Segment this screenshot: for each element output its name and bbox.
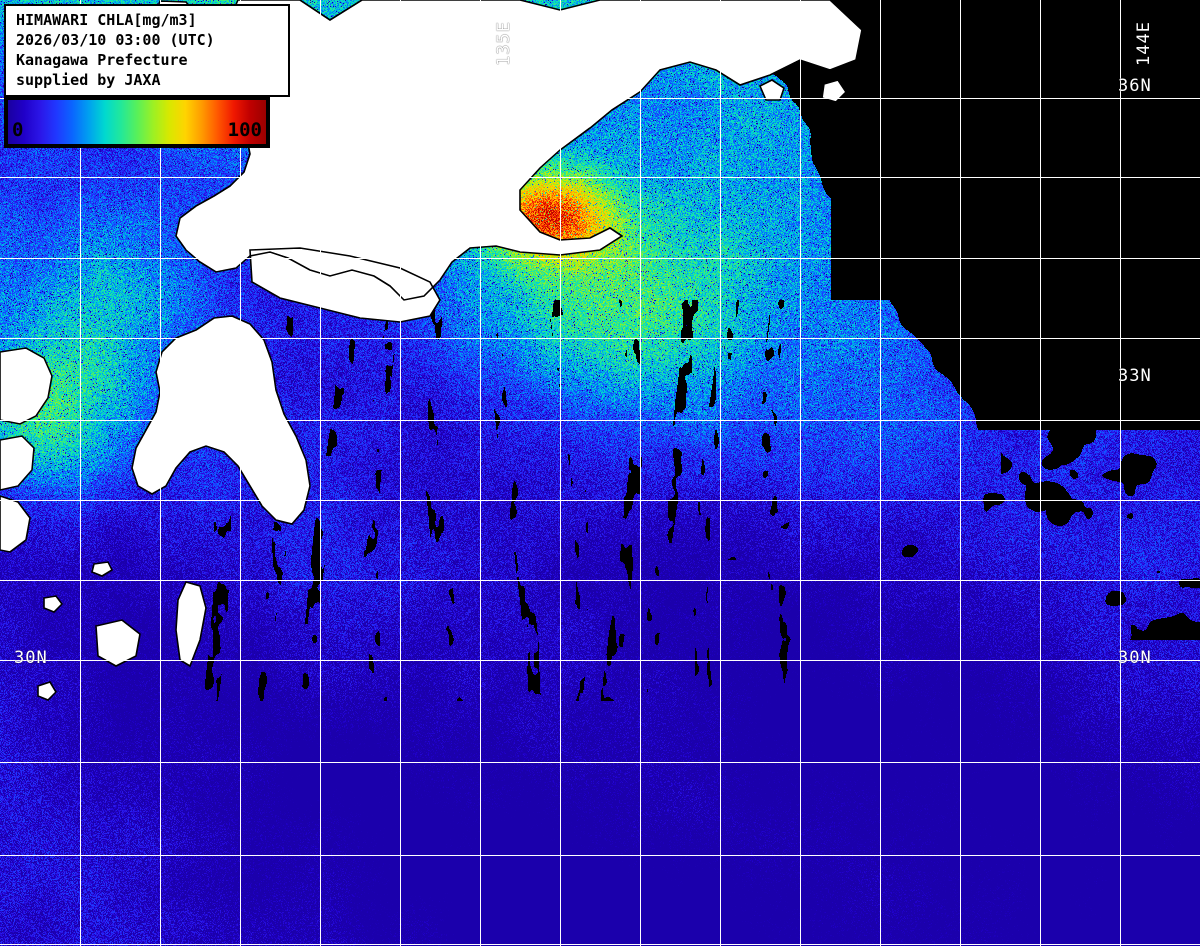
longitude-label-135E: 135E xyxy=(494,21,514,66)
latitude-label-30N: 30N xyxy=(14,648,48,668)
longitude-label-144E: 144E xyxy=(1134,21,1154,66)
title-line-product: HIMAWARI CHLA[mg/m3] xyxy=(16,11,197,29)
colorbar-max-label: 100 xyxy=(227,119,262,141)
colorbar-min-label: 0 xyxy=(12,119,24,141)
title-line-provider: supplied by JAXA xyxy=(16,71,161,89)
latitude-label-30N: 30N xyxy=(1118,648,1152,668)
colorbar-gradient xyxy=(8,100,266,144)
title-line-region: Kanagawa Prefecture xyxy=(16,51,188,69)
latitude-label-33N: 33N xyxy=(1118,366,1152,386)
title-legend-box: HIMAWARI CHLA[mg/m3] 2026/03/10 03:00 (U… xyxy=(4,4,290,97)
latitude-label-36N: 36N xyxy=(1118,76,1152,96)
title-line-datetime: 2026/03/10 03:00 (UTC) xyxy=(16,31,215,49)
colorbar: 0 100 xyxy=(4,96,270,148)
